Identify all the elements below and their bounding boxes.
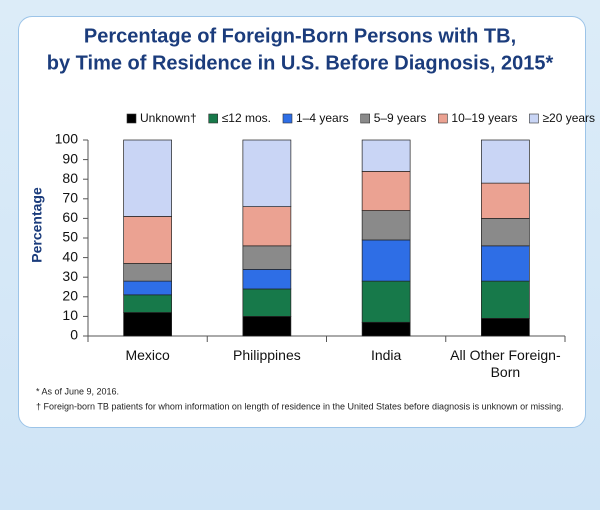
legend-swatch bbox=[529, 113, 539, 124]
y-tick-label: 80 bbox=[62, 170, 78, 186]
legend-label: 5–9 years bbox=[374, 111, 427, 125]
bar-segment bbox=[242, 288, 292, 317]
bar-segment bbox=[123, 312, 172, 337]
legend-label: 10–19 years bbox=[451, 111, 517, 125]
legend-swatch bbox=[438, 113, 448, 124]
bar-segment bbox=[361, 239, 411, 282]
bar-segment bbox=[361, 171, 411, 211]
x-tick-label: All Other Foreign-Born bbox=[450, 347, 561, 380]
bar-segment bbox=[123, 294, 172, 313]
bar-segment bbox=[361, 280, 411, 323]
y-tick-label: 50 bbox=[62, 229, 78, 245]
y-tick-label: 0 bbox=[70, 327, 78, 343]
bar-segment bbox=[361, 139, 411, 172]
bar-segment bbox=[123, 280, 172, 296]
y-tick-label: 10 bbox=[62, 307, 78, 323]
bar-segment bbox=[361, 210, 411, 241]
bar-segment bbox=[481, 318, 530, 337]
y-tick-label: 100 bbox=[55, 131, 79, 147]
bar-segment bbox=[481, 280, 530, 319]
legend-swatch bbox=[360, 113, 370, 124]
bar-segment bbox=[123, 216, 172, 264]
chart-title: by Time of Residence in U.S. Before Diag… bbox=[47, 52, 554, 74]
bar-segment bbox=[242, 316, 292, 337]
legend-label: ≥20 years bbox=[542, 111, 595, 125]
y-tick-label: 90 bbox=[62, 150, 78, 166]
y-tick-label: 20 bbox=[62, 288, 78, 304]
x-tick-label: India bbox=[370, 347, 402, 363]
legend-label: ≤12 mos. bbox=[222, 111, 271, 125]
bar-segment bbox=[123, 263, 172, 282]
legend-swatch bbox=[126, 113, 137, 124]
y-tick-label: 70 bbox=[62, 190, 78, 206]
legend-label: 1–4 years bbox=[296, 111, 349, 125]
bar-segment bbox=[481, 245, 530, 282]
bar-segment bbox=[123, 139, 172, 217]
bar-segment bbox=[242, 139, 292, 207]
bar-segment bbox=[481, 139, 530, 184]
legend-swatch bbox=[208, 113, 219, 124]
bar-segment bbox=[242, 269, 292, 290]
bar-segment bbox=[361, 321, 411, 337]
legend-label: Unknown† bbox=[140, 111, 197, 125]
bar-segment bbox=[242, 245, 292, 270]
legend-swatch bbox=[282, 113, 293, 124]
bar-segment bbox=[481, 182, 530, 219]
bar-segment bbox=[481, 218, 530, 247]
y-tick-label: 60 bbox=[62, 209, 78, 225]
x-tick-label: Philippines bbox=[233, 347, 301, 363]
chart-title: Percentage of Foreign-Born Persons with … bbox=[84, 25, 516, 47]
bar-segment bbox=[242, 206, 292, 247]
y-tick-label: 30 bbox=[62, 268, 78, 284]
x-tick-label: Mexico bbox=[125, 347, 170, 363]
y-tick-label: 40 bbox=[62, 248, 78, 264]
y-axis-title: Percentage bbox=[29, 187, 45, 263]
footnote: * As of June 9, 2016. bbox=[36, 386, 119, 396]
footnote: † Foreign-born TB patients for whom info… bbox=[36, 401, 564, 411]
